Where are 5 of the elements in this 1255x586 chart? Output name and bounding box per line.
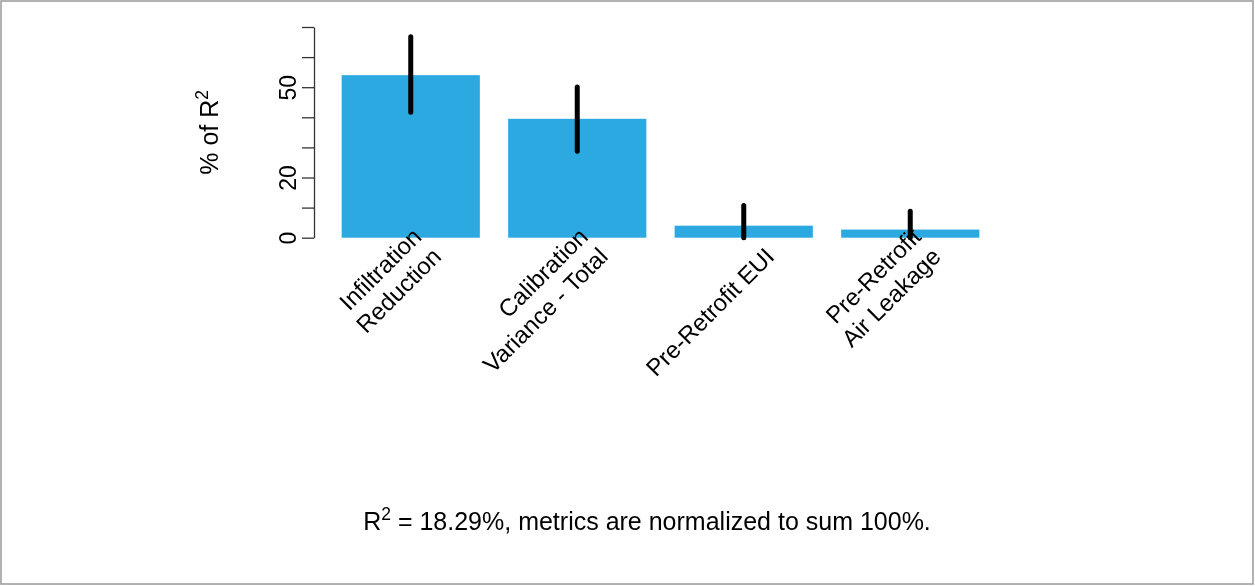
text: R$^{2}$ = 18.29%, metrics are normalized to sum 100%. [363, 504, 931, 535]
y-tick-label: 20 [275, 165, 302, 191]
y-tick-label: 50 [275, 74, 302, 101]
bar [674, 225, 813, 238]
y-tick-label: 0 [275, 231, 302, 245]
